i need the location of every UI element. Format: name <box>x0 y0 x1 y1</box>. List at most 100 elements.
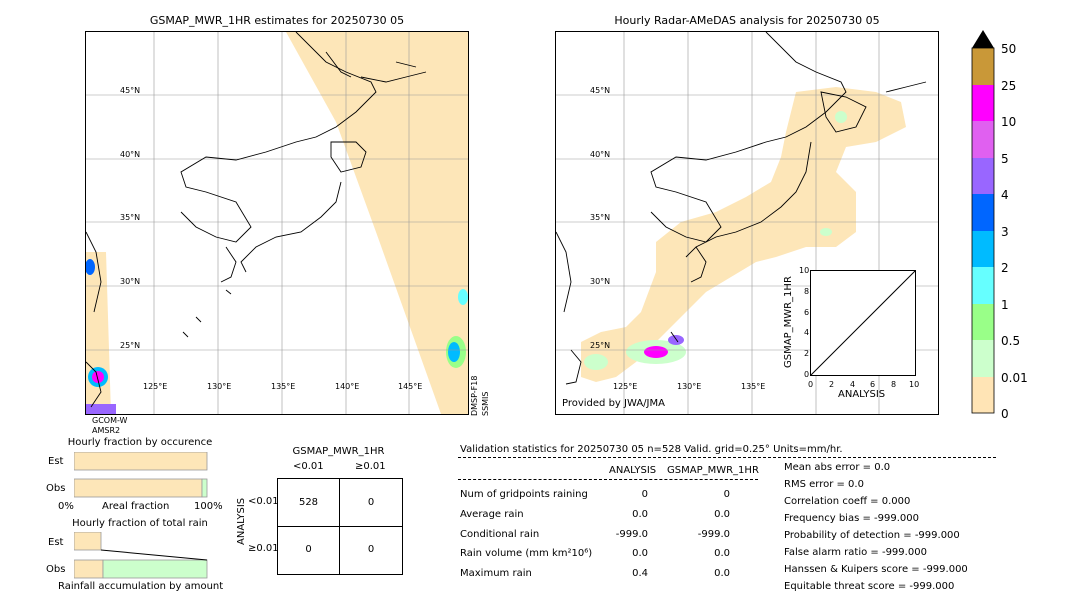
rain-spot <box>448 342 460 362</box>
inset-xtick: 2 <box>829 380 835 389</box>
validation-row-gsmap: 0.0 <box>714 509 730 520</box>
lat-label: 25°N <box>590 341 611 350</box>
lat-label: 45°N <box>590 86 611 95</box>
validation-row-analysis: 0.4 <box>632 568 648 579</box>
colorbar-label: 10 <box>1001 115 1017 129</box>
score-line: RMS error = 0.0 <box>784 479 864 490</box>
sat-label: GCOM-W <box>92 416 128 425</box>
score-line: Hanssen & Kuipers score = -999.000 <box>784 564 968 575</box>
validation-col-gsmap: GSMAP_MWR_1HR <box>667 465 759 476</box>
occurrence-axis-right: 100% <box>194 501 223 512</box>
validation-row-label: Average rain <box>460 509 524 520</box>
lat-label: 30°N <box>120 277 141 286</box>
colorbar-swatch <box>972 194 994 231</box>
inset-ytick: 2 <box>804 349 810 358</box>
colorbar-label: 0.5 <box>1001 334 1021 348</box>
colorbar-label: 25 <box>1001 79 1017 93</box>
colorbar <box>971 30 995 414</box>
rain-obs-label: Obs <box>46 564 66 575</box>
colorbar-swatch <box>972 340 994 377</box>
occurrence-obs-rain <box>201 478 208 498</box>
lat-label: 45°N <box>120 86 141 95</box>
validation-row-gsmap: 0.0 <box>714 548 730 559</box>
swath-area <box>286 32 468 414</box>
occurrence-obs-bar <box>74 478 203 498</box>
inset-ytick: 4 <box>804 328 810 337</box>
inset-ytick: 6 <box>804 308 810 317</box>
rain-spot <box>820 228 832 236</box>
validation-row-analysis: 0 <box>641 489 648 500</box>
validation-header: Validation statistics for 20250730 05 n=… <box>460 444 843 455</box>
inset-ytick: 10 <box>799 266 810 275</box>
colorbar-label: 4 <box>1001 188 1009 202</box>
validation-divider-2 <box>458 479 758 480</box>
sat-label: DMSP-F18 <box>470 375 479 416</box>
inset-xtick: 4 <box>850 380 856 389</box>
lat-label: 25°N <box>120 341 141 350</box>
rain-spot <box>584 354 608 370</box>
lat-label: 35°N <box>120 213 141 222</box>
colorbar-label: 5 <box>1001 152 1009 166</box>
rain-spot <box>86 259 95 275</box>
colorbar-swatch <box>972 231 994 267</box>
occurrence-axis-mid: Areal fraction <box>102 501 170 512</box>
score-line: Mean abs error = 0.0 <box>784 462 891 473</box>
validation-row-label: Conditional rain <box>460 529 540 540</box>
swath-area-left <box>86 252 111 414</box>
lat-label: 30°N <box>590 277 611 286</box>
right-map: 45°N 40°N 35°N 30°N 25°N 125°E 130°E 135… <box>555 31 939 415</box>
rain-spot <box>458 289 468 305</box>
colorbar-swatch <box>972 377 994 413</box>
validation-row-label: Num of gridpoints raining <box>460 489 588 500</box>
validation-row-analysis: 0.0 <box>632 509 648 520</box>
rain-spot <box>835 111 847 123</box>
occurrence-axis-left: 0% <box>58 501 74 512</box>
inset-ylabel: GSMAP_MWR_1HR <box>783 276 794 368</box>
validation-row-gsmap: 0 <box>723 489 730 500</box>
validation-row-gsmap: -999.0 <box>697 529 730 540</box>
contingency-col2: ≥0.01 <box>355 461 386 472</box>
inset-ytick: 8 <box>804 287 810 296</box>
inset-diagonal <box>810 270 916 376</box>
score-line: Frequency bias = -999.000 <box>784 513 919 524</box>
inset-ytick: 0 <box>804 370 810 379</box>
score-line: Probability of detection = -999.000 <box>784 530 960 541</box>
rain-obs-bar <box>74 559 104 579</box>
rain-fraction-caption: Rainfall accumulation by amount <box>58 581 224 592</box>
contingency-row2: ≥0.01 <box>248 543 279 554</box>
rain-spot <box>86 404 116 414</box>
right-map-title: Hourly Radar-AMeDAS analysis for 2025073… <box>614 14 880 27</box>
validation-row-gsmap: 0.0 <box>714 568 730 579</box>
contingency-grid: 528 0 0 0 <box>277 478 403 575</box>
colorbar-label: 0 <box>1001 407 1009 421</box>
rain-fraction-title: Hourly fraction of total rain <box>72 518 208 529</box>
colorbar-swatch <box>972 48 994 85</box>
lon-label: 145°E <box>398 382 423 391</box>
provider-credit: Provided by JWA/JMA <box>562 398 665 409</box>
colorbar-swatch <box>972 85 994 121</box>
validation-row-label: Maximum rain <box>460 568 532 579</box>
colorbar-label: 2 <box>1001 261 1009 275</box>
validation-row-analysis: 0.0 <box>632 548 648 559</box>
rain-spot <box>668 335 684 345</box>
score-line: Equitable threat score = -999.000 <box>784 581 955 592</box>
validation-col-analysis: ANALYSIS <box>609 465 657 476</box>
score-line: False alarm ratio = -999.000 <box>784 547 927 558</box>
left-map-canvas <box>86 32 468 414</box>
rain-spot <box>644 346 668 358</box>
contingency-cell: 0 <box>367 544 375 555</box>
inset-xtick: 0 <box>808 380 814 389</box>
occurrence-obs-label: Obs <box>46 483 66 494</box>
rain-spot <box>92 371 104 383</box>
contingency-cell: 0 <box>367 497 375 508</box>
colorbar-label: 50 <box>1001 42 1017 56</box>
validation-row-analysis: -999.0 <box>615 529 648 540</box>
rain-est-label: Est <box>48 537 64 548</box>
score-line: Correlation coeff = 0.000 <box>784 496 911 507</box>
contingency-cell: 0 <box>305 544 312 555</box>
sat-label: AMSR2 <box>92 426 121 435</box>
radar-coverage <box>581 87 906 382</box>
colorbar-swatch <box>972 121 994 158</box>
colorbar-label: 1 <box>1001 298 1009 312</box>
sat-label: SSMIS <box>481 391 490 417</box>
